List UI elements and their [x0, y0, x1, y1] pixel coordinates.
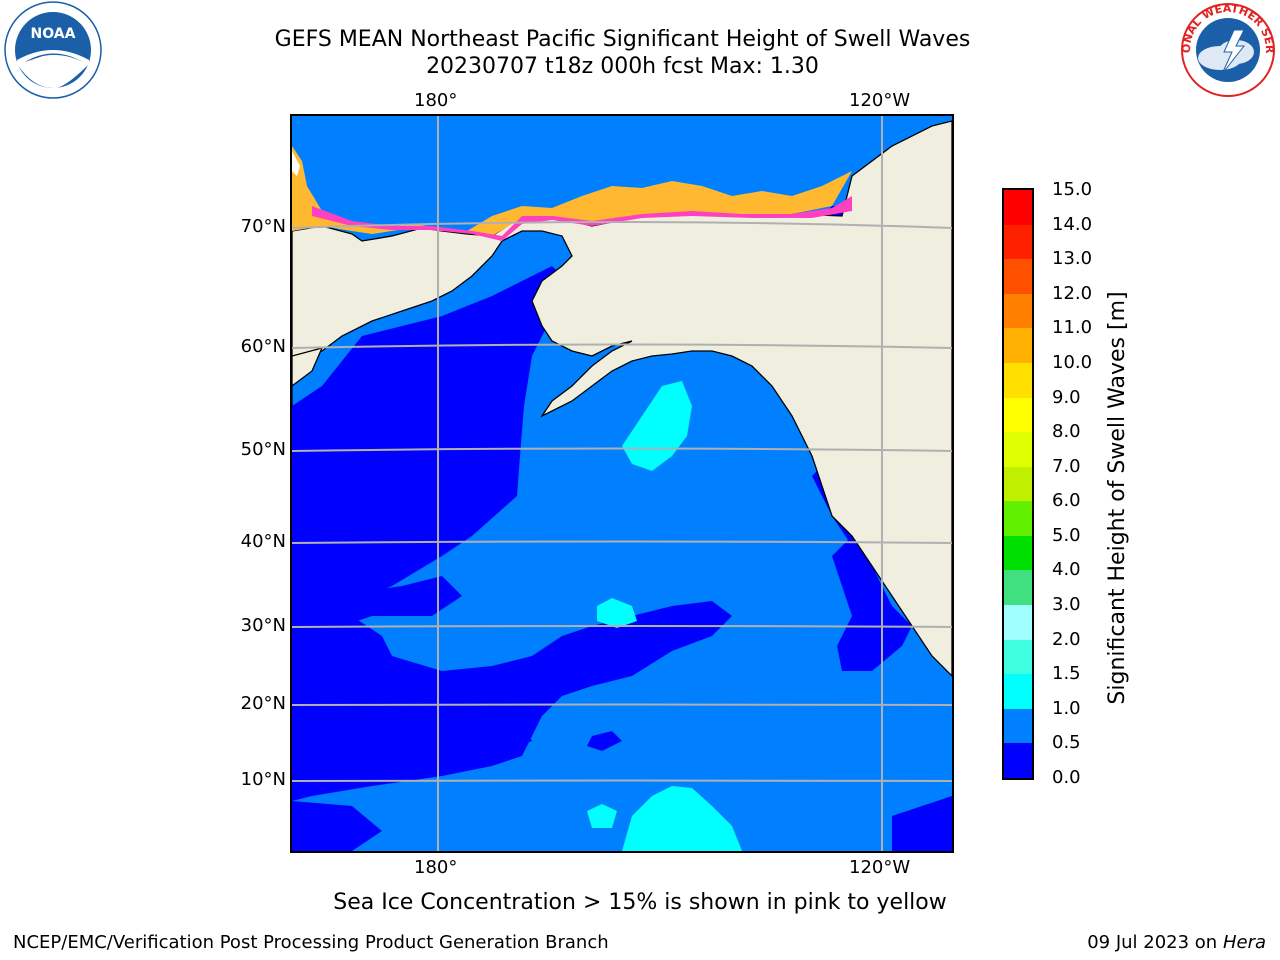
lat-tick-60n: 60°N [240, 336, 286, 357]
colorbar-tick-label: 5.0 [1052, 524, 1081, 546]
colorbar [1002, 188, 1034, 780]
noaa-logo-text: NOAA [31, 26, 76, 42]
lat-tick-50n: 50°N [240, 439, 286, 460]
lat-tick-30n: 30°N [240, 615, 286, 636]
chart-title: GEFS MEAN Northeast Pacific Significant … [274, 27, 971, 52]
colorbar-tick-label: 8.0 [1052, 421, 1081, 443]
sea-ice-note: Sea Ice Concentration > 15% is shown in … [333, 890, 947, 915]
lon-tick-bottom-120w: 120°W [849, 857, 911, 878]
noaa-logo: NOAA [3, 0, 103, 100]
colorbar-segment [1004, 500, 1032, 536]
lon-tick-top-180: 180° [414, 90, 458, 111]
colorbar-tick-label: 0.0 [1052, 767, 1081, 788]
colorbar-tick-label: 15.0 [1052, 179, 1093, 200]
colorbar-tick-label: 14.0 [1052, 213, 1093, 235]
lat-tick-40n: 40°N [240, 531, 286, 552]
chart-subtitle: 20230707 t18z 000h fcst Max: 1.30 [426, 54, 819, 79]
footer-date-text: 09 Jul 2023 on [1087, 932, 1223, 953]
colorbar-segment [1004, 742, 1032, 778]
colorbar-tick-label: 11.0 [1052, 317, 1093, 339]
colorbar-segment [1004, 431, 1032, 467]
colorbar-segment [1004, 362, 1032, 398]
map-panel [290, 114, 954, 853]
colorbar-segment [1004, 708, 1032, 744]
colorbar-segment [1004, 535, 1032, 571]
lat-tick-10n: 10°N [240, 769, 286, 790]
colorbar-segment [1004, 258, 1032, 294]
footer-host: Hera [1222, 932, 1266, 953]
colorbar-tick-label: 7.0 [1052, 455, 1081, 477]
colorbar-tick-label: 2.0 [1052, 628, 1081, 650]
nws-logo: NATIONAL WEATHER SERVICE [1173, 0, 1278, 100]
colorbar-tick-label: 1.5 [1052, 663, 1081, 685]
colorbar-segment [1004, 224, 1032, 260]
colorbar-tick-label: 4.0 [1052, 559, 1081, 581]
graticule [292, 116, 952, 851]
colorbar-tick-label: 13.0 [1052, 248, 1093, 270]
footer-date: 09 Jul 2023 on Hera [1087, 932, 1266, 953]
colorbar-segment [1004, 327, 1032, 363]
lon-tick-top-120w: 120°W [849, 90, 911, 111]
colorbar-tick-label: 10.0 [1052, 351, 1093, 373]
colorbar-segment [1004, 639, 1032, 675]
colorbar-segment [1004, 397, 1032, 433]
colorbar-tick-label: 1.0 [1052, 697, 1081, 719]
sea-ice [292, 146, 852, 241]
colorbar-segment [1004, 189, 1032, 225]
lon-tick-bottom-180: 180° [414, 857, 458, 878]
footer-credit: NCEP/EMC/Verification Post Processing Pr… [13, 932, 609, 953]
colorbar-tick-label: 6.0 [1052, 490, 1081, 512]
colorbar-segment [1004, 569, 1032, 606]
colorbar-tick-label: 9.0 [1052, 386, 1081, 408]
map-canvas [292, 116, 952, 851]
colorbar-segment [1004, 604, 1032, 640]
colorbar-tick-label: 12.0 [1052, 282, 1093, 304]
colorbar-segment [1004, 466, 1032, 502]
colorbar-tick-label: 3.0 [1052, 594, 1081, 616]
lat-tick-20n: 20°N [240, 693, 286, 714]
colorbar-segment [1004, 673, 1032, 709]
colorbar-tick-label: 0.5 [1052, 732, 1081, 754]
lat-tick-70n: 70°N [240, 216, 286, 237]
colorbar-title: Significant Height of Swell Waves [m] [1105, 291, 1130, 705]
colorbar-segment [1004, 293, 1032, 329]
